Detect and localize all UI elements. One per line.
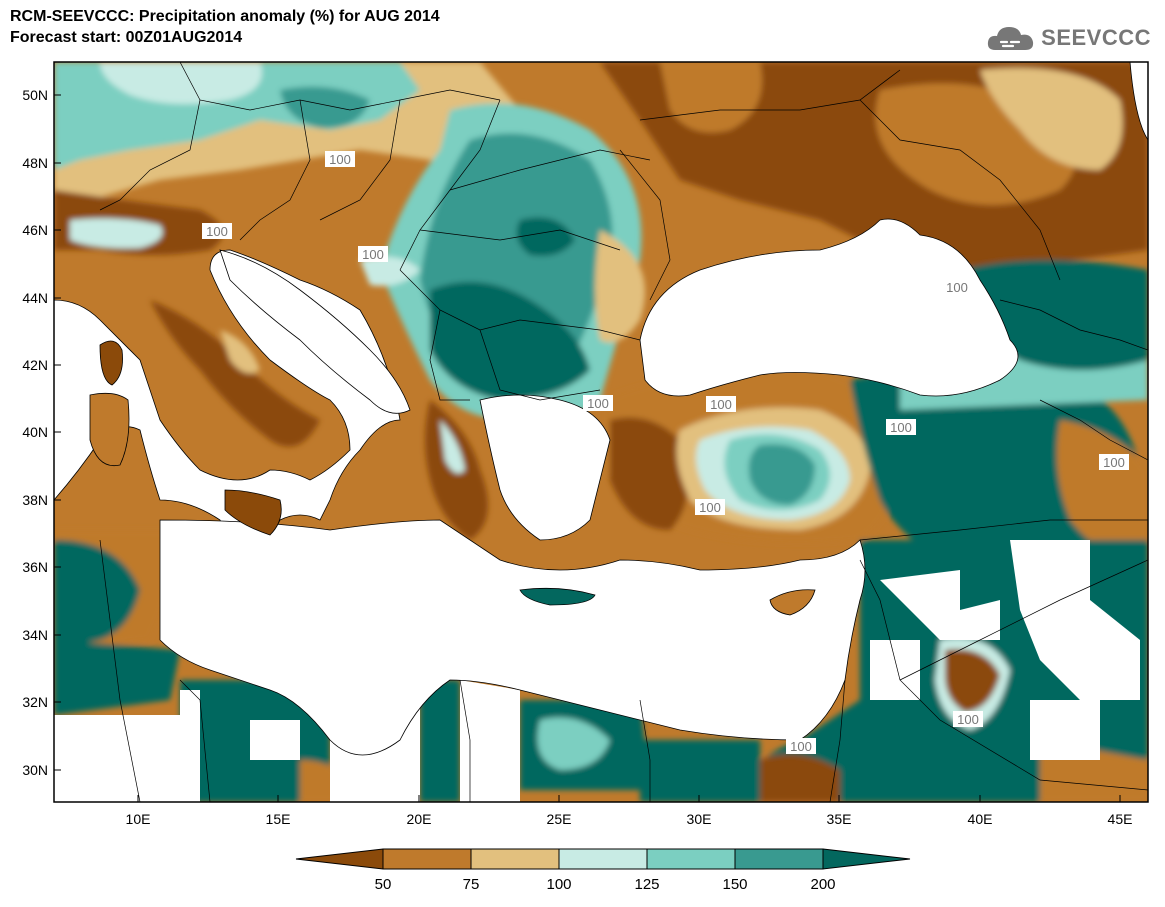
- longitude-axis: 10E 15E 20E 25E 30E 35E 40E 45E: [126, 795, 1133, 827]
- colorbar: [295, 848, 911, 870]
- colorbar-label: 75: [463, 876, 480, 893]
- lat-tick-label: 30N: [22, 762, 48, 778]
- colorbar-swatch-150-200: [734, 848, 824, 870]
- lat-tick-label: 44N: [22, 290, 48, 306]
- svg-text:100: 100: [890, 420, 912, 435]
- contour-label: 100: [583, 395, 613, 411]
- sea-areas: [54, 62, 1148, 756]
- lon-tick-label: 25E: [547, 811, 572, 827]
- lat-tick-label: 34N: [22, 627, 48, 643]
- svg-text:100: 100: [206, 224, 228, 239]
- colorbar-swatch-below-50: [295, 848, 384, 870]
- logo-text: SEEVCCC: [1041, 25, 1151, 50]
- contour-label: 100: [695, 499, 725, 515]
- lat-tick-label: 46N: [22, 222, 48, 238]
- islands: [89, 340, 816, 616]
- lat-tick-label: 48N: [22, 155, 48, 171]
- contour-labels: 100 100 100 100 100 100 100 100 100 100 …: [202, 151, 1129, 754]
- contour-label: 100: [953, 711, 983, 727]
- svg-text:100: 100: [957, 712, 979, 727]
- lon-tick-label: 40E: [968, 811, 993, 827]
- colorbar-label: 150: [722, 876, 747, 893]
- svg-text:100: 100: [329, 152, 351, 167]
- svg-text:100: 100: [710, 397, 732, 412]
- contour-label: 100: [786, 738, 816, 754]
- svg-text:100: 100: [362, 247, 384, 262]
- lon-tick-label: 10E: [126, 811, 151, 827]
- colorbar-label: 200: [810, 876, 835, 893]
- contour-label: 100: [706, 396, 736, 412]
- svg-text:100: 100: [946, 280, 968, 295]
- title-line-1: RCM-SEEVCCC: Precipitation anomaly (%) f…: [10, 8, 440, 25]
- lat-tick-label: 40N: [22, 424, 48, 440]
- svg-text:100: 100: [790, 739, 812, 754]
- contour-label: 100: [358, 246, 388, 262]
- colorbar-swatch-125-150: [646, 848, 736, 870]
- lon-tick-label: 20E: [407, 811, 432, 827]
- cloud-icon: [988, 27, 1034, 50]
- svg-text:100: 100: [699, 500, 721, 515]
- colorbar-swatch-above-200: [822, 848, 911, 870]
- title-line-2: Forecast start: 00Z01AUG2014: [10, 29, 243, 46]
- latitude-axis: 50N 48N 46N 44N 42N 40N 38N 36N 34N 32N …: [22, 87, 61, 778]
- contour-label: 100: [942, 279, 972, 295]
- contour-label: 100: [1099, 454, 1129, 470]
- colorbar-swatch-100-125: [558, 848, 648, 870]
- contour-label: 100: [202, 223, 232, 239]
- contour-label: 100: [325, 151, 355, 167]
- colorbar-labels: 50 75 100 125 150 200: [375, 876, 836, 893]
- colorbar-swatch-50-75: [382, 848, 472, 870]
- colorbar-label: 50: [375, 876, 392, 893]
- lat-tick-label: 42N: [22, 357, 48, 373]
- lon-tick-label: 30E: [687, 811, 712, 827]
- colorbar-label: 125: [634, 876, 659, 893]
- lat-tick-label: 36N: [22, 559, 48, 575]
- country-borders: [99, 62, 1148, 802]
- map-title: RCM-SEEVCCC: Precipitation anomaly (%) f…: [10, 6, 440, 48]
- lat-tick-label: 50N: [22, 87, 48, 103]
- lon-tick-label: 15E: [266, 811, 291, 827]
- svg-text:100: 100: [587, 396, 609, 411]
- lat-tick-label: 32N: [22, 694, 48, 710]
- lon-tick-label: 35E: [827, 811, 852, 827]
- anomaly-field: [54, 62, 1148, 802]
- contour-label: 100: [886, 419, 916, 435]
- seevccc-logo: SEEVCCC: [985, 20, 1151, 56]
- svg-text:100: 100: [1103, 455, 1125, 470]
- colorbar-label: 100: [546, 876, 571, 893]
- lat-tick-label: 38N: [22, 492, 48, 508]
- lon-tick-label: 45E: [1108, 811, 1133, 827]
- colorbar-swatch-75-100: [470, 848, 560, 870]
